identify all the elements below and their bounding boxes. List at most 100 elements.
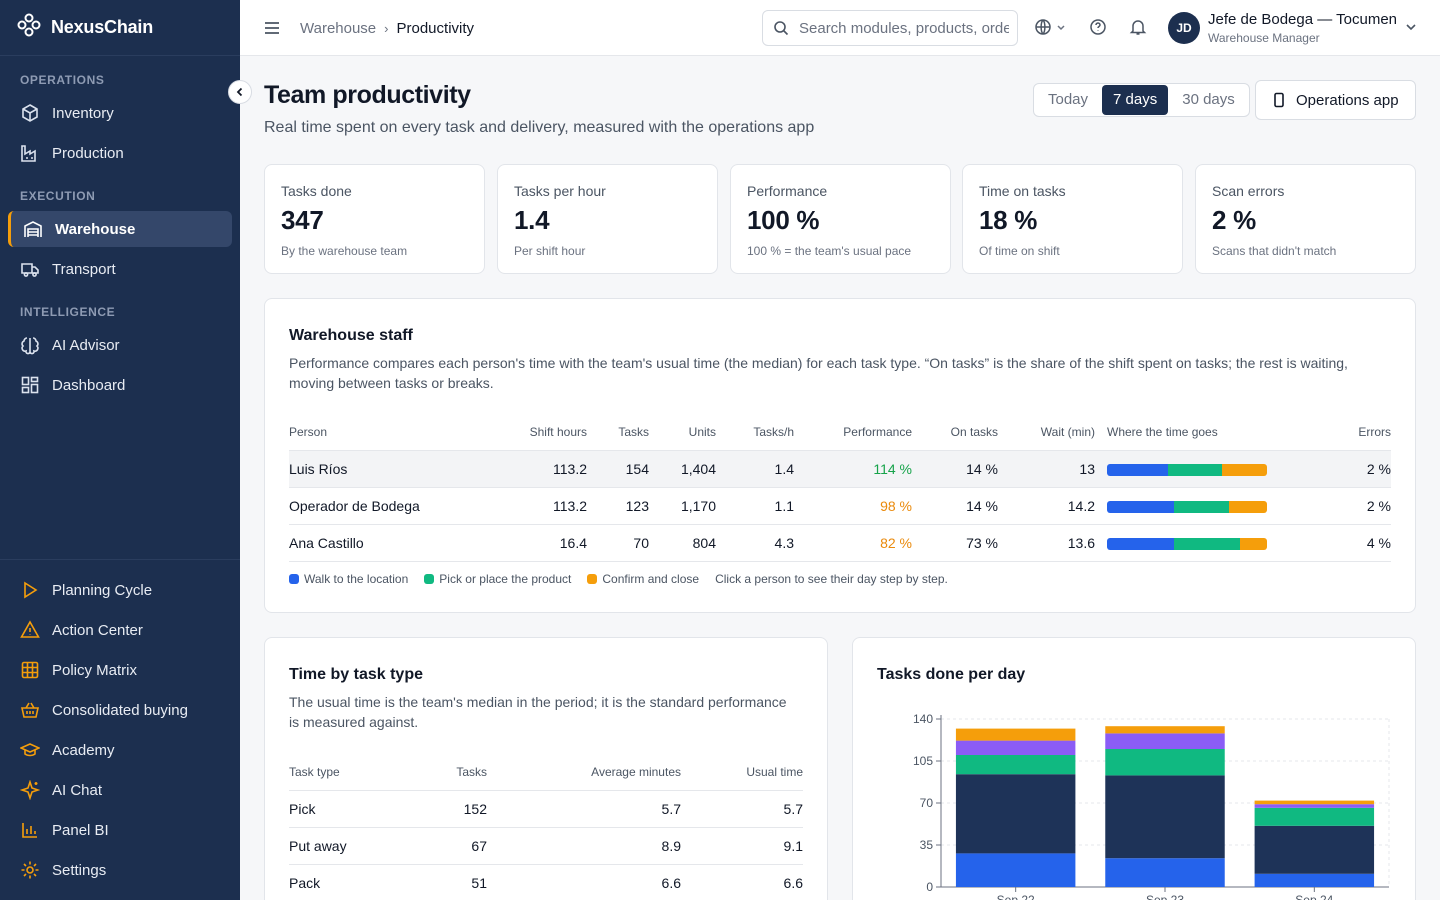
page-subtitle: Real time spent on every task and delive… xyxy=(264,119,815,136)
time-split-segment xyxy=(1107,463,1168,476)
search-icon xyxy=(774,21,789,36)
phone-icon xyxy=(1274,92,1284,108)
time-split-segment xyxy=(1174,500,1229,513)
kpi-label: Scan errors xyxy=(1212,183,1285,199)
staff-table: Person Shift hours Tasks Units Tasks/h P… xyxy=(289,414,1391,562)
table-row[interactable]: Operador de Bodega 113.2 123 1,170 1.1 9… xyxy=(289,487,1391,525)
brand[interactable]: NexusChain xyxy=(0,0,240,56)
sidebar-item-settings[interactable]: Settings xyxy=(8,852,232,888)
sidebar-item-policy-matrix[interactable]: Policy Matrix xyxy=(8,652,232,688)
cell-time-split xyxy=(1095,450,1285,488)
sidebar-item-academy[interactable]: Academy xyxy=(8,732,232,768)
breadcrumb-warehouse[interactable]: Warehouse xyxy=(300,19,377,37)
sidebar-item-dashboard[interactable]: Dashboard xyxy=(8,367,232,403)
time-split-segment xyxy=(1107,500,1175,513)
kpi-card-performance: Performance 100 % 100 % = the team's usu… xyxy=(730,164,951,274)
kpi-card-tasks-done: Tasks done 347 By the warehouse team xyxy=(264,164,485,274)
sidebar-item-planning-cycle[interactable]: Planning Cycle xyxy=(8,572,232,608)
table-header-row: Person Shift hours Tasks Units Tasks/h P… xyxy=(289,414,1391,451)
col-units[interactable]: Units xyxy=(649,414,716,451)
cell-tasks-h: 1.4 xyxy=(716,450,794,488)
col-on-tasks[interactable]: On tasks xyxy=(912,414,998,451)
table-row[interactable]: Luis Ríos 113.2 154 1,404 1.4 114 % 14 %… xyxy=(289,450,1391,488)
range-today[interactable]: Today xyxy=(1048,91,1089,108)
chart-bar-segment xyxy=(955,728,1076,741)
col-shift-hours[interactable]: Shift hours xyxy=(469,414,587,451)
sidebar-item-warehouse[interactable]: Warehouse xyxy=(8,211,232,247)
y-tick-label: 70 xyxy=(920,796,934,810)
sidebar-item-label: Panel BI xyxy=(52,821,109,839)
chart-bar-segment xyxy=(955,853,1076,887)
menu-icon[interactable] xyxy=(262,18,282,43)
legend-item: Walk to the location xyxy=(289,572,408,586)
chart-bar-segment xyxy=(1254,804,1375,808)
col-wait[interactable]: Wait (min) xyxy=(998,414,1095,451)
kpi-value: 18 % xyxy=(979,205,1038,235)
col-tasks-h[interactable]: Tasks/h xyxy=(716,414,794,451)
time-split-segment xyxy=(1167,463,1223,476)
cell-shift-hours: 16.4 xyxy=(469,524,587,562)
cell-performance: 82 % xyxy=(794,524,912,562)
kpi-label: Performance xyxy=(747,183,828,199)
user-role: Warehouse Manager xyxy=(1208,31,1320,45)
cell-wait: 13 xyxy=(998,450,1095,488)
legend-swatch xyxy=(289,574,299,584)
kpi-value: 2 % xyxy=(1212,205,1256,235)
sidebar-item-inventory[interactable]: Inventory xyxy=(8,95,232,131)
x-tick-label: Sep 22 xyxy=(997,893,1035,900)
time-split-bar xyxy=(1107,463,1267,476)
legend-hint: Click a person to see their day step by … xyxy=(715,572,948,586)
kpi-label: Tasks done xyxy=(281,183,352,199)
time-split-bar xyxy=(1107,537,1267,550)
search-box[interactable] xyxy=(762,10,1018,46)
sidebar-item-panel-bi[interactable]: Panel BI xyxy=(8,812,232,848)
kpi-card-tasks-per-hour: Tasks per hour 1.4 Per shift hour xyxy=(497,164,718,274)
range-7-days[interactable]: 7 days xyxy=(1102,85,1169,115)
grid-icon xyxy=(20,375,40,395)
col-tasks[interactable]: Tasks xyxy=(587,414,649,451)
sidebar-item-ai-advisor[interactable]: AI Advisor xyxy=(8,327,232,363)
warehouse-staff-card: Warehouse staff Performance compares eac… xyxy=(264,298,1416,613)
sidebar-item-production[interactable]: Production xyxy=(8,135,232,171)
language-selector[interactable] xyxy=(1034,18,1066,36)
sidebar-item-label: Settings xyxy=(52,861,107,879)
legend-label: Walk to the location xyxy=(304,572,409,586)
kpi-value: 100 % xyxy=(747,205,820,235)
kpi-hint: Per shift hour xyxy=(514,244,586,258)
cell-person: Ana Castillo xyxy=(289,524,469,562)
col-person[interactable]: Person xyxy=(289,414,469,451)
chevron-left-icon xyxy=(236,87,243,97)
table-row[interactable]: Ana Castillo 16.4 70 804 4.3 82 % 73 % 1… xyxy=(289,524,1391,562)
cell-wait: 14.2 xyxy=(998,487,1095,525)
sidebar-item-label: Inventory xyxy=(52,104,114,122)
sidebar-item-ai-chat[interactable]: AI Chat xyxy=(8,772,232,808)
sidebar-item-label: AI Advisor xyxy=(52,336,120,354)
cell-person: Luis Ríos xyxy=(289,450,469,488)
col-errors[interactable]: Errors xyxy=(1285,414,1391,451)
cell-shift-hours: 113.2 xyxy=(469,487,587,525)
col-performance[interactable]: Performance xyxy=(794,414,912,451)
avatar[interactable]: JD xyxy=(1168,12,1200,44)
user-name[interactable]: Jefe de Bodega — Tocumen xyxy=(1208,11,1398,28)
sidebar-item-transport[interactable]: Transport xyxy=(8,251,232,287)
sidebar-item-consolidated-buying[interactable]: Consolidated buying xyxy=(8,692,232,728)
cell-average: 5.7 xyxy=(487,790,681,828)
sidebar-item-label: Consolidated buying xyxy=(52,701,188,719)
cell-average: 8.9 xyxy=(487,827,681,865)
cell-tasks: 67 xyxy=(399,827,487,865)
range-30-days[interactable]: 30 days xyxy=(1182,91,1235,108)
notifications-button[interactable] xyxy=(1129,18,1147,36)
chevron-down-icon[interactable] xyxy=(1404,20,1418,39)
chevron-down-icon xyxy=(1057,25,1065,31)
search-input[interactable] xyxy=(799,19,1009,37)
help-button[interactable] xyxy=(1089,18,1107,36)
cell-time-split xyxy=(1095,487,1285,525)
operations-app-button[interactable]: Operations app xyxy=(1255,80,1416,120)
help-icon xyxy=(1090,19,1106,35)
chart-bar-segment xyxy=(1105,858,1225,887)
collapse-sidebar-button[interactable] xyxy=(228,80,252,104)
sidebar-item-action-center[interactable]: Action Center xyxy=(8,612,232,648)
card-description: The usual time is the team's median in t… xyxy=(289,694,787,730)
logo-icon xyxy=(16,12,42,43)
cell-tasks: 123 xyxy=(587,487,649,525)
